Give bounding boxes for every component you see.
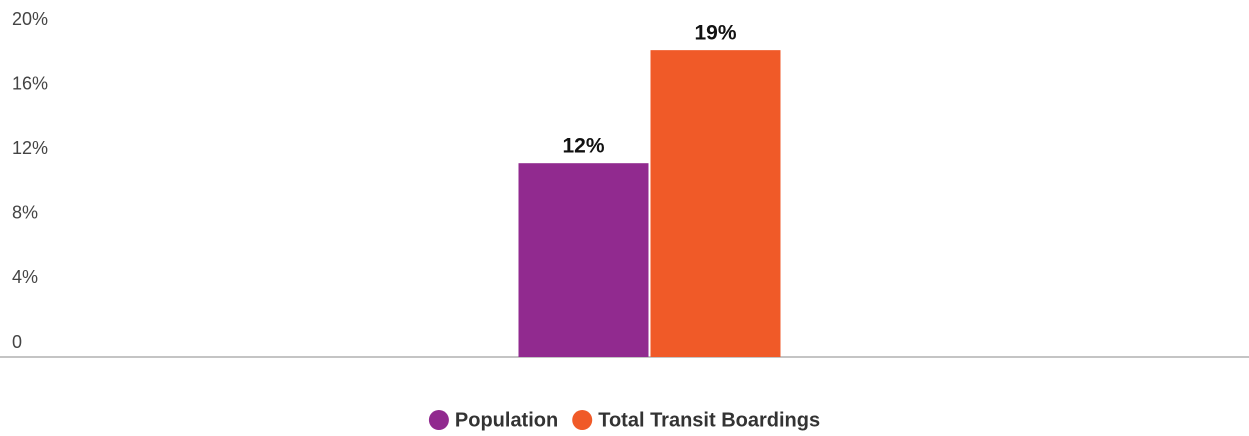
y-tick-label: 12%: [12, 138, 48, 158]
legend-marker: [428, 410, 449, 430]
bar: [518, 163, 649, 357]
y-tick-label: 8%: [12, 203, 38, 223]
value-label: 19%: [694, 22, 736, 45]
bar: [650, 50, 781, 358]
legend-label: Total Transit Boardings: [598, 409, 820, 431]
legend-label: Population: [455, 409, 558, 431]
y-tick-label: 4%: [12, 267, 38, 287]
value-label: 12%: [562, 135, 604, 158]
legend-marker: [572, 410, 593, 430]
y-tick-label: 0: [12, 332, 22, 352]
y-tick-label: 20%: [12, 9, 48, 29]
y-tick-label: 16%: [12, 73, 48, 93]
